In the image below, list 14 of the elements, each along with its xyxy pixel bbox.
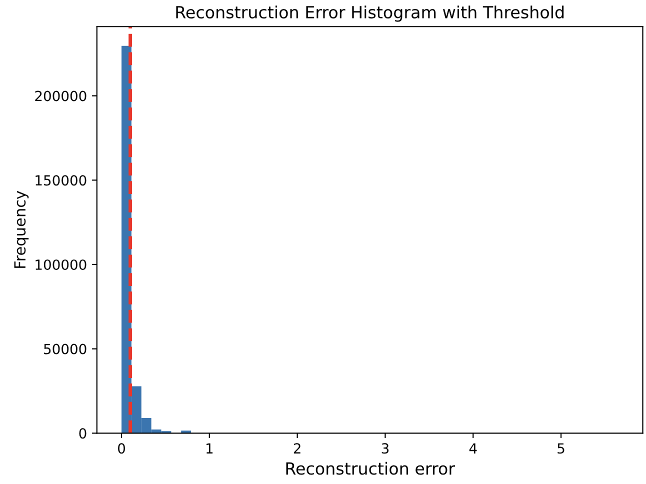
x-tick-label: 3 — [382, 443, 389, 454]
y-tick-label: 0 — [79, 428, 86, 439]
x-tick-label: 5 — [558, 443, 564, 454]
x-tick-label: 1 — [206, 443, 213, 454]
x-tick-label: 0 — [118, 443, 126, 454]
y-axis-title: Frequency — [14, 190, 29, 268]
y-tick-label: 100000 — [36, 259, 86, 270]
x-tick-label: 2 — [294, 443, 300, 454]
chart-title: Reconstruction Error Histogram with Threshold — [176, 6, 564, 22]
y-tick-label: 150000 — [36, 175, 86, 186]
y-tick-label: 200000 — [35, 90, 86, 102]
x-tick-label: 4 — [469, 443, 477, 454]
y-tick-label: 50000 — [44, 344, 86, 354]
x-axis-title: Reconstruction error — [286, 462, 456, 475]
